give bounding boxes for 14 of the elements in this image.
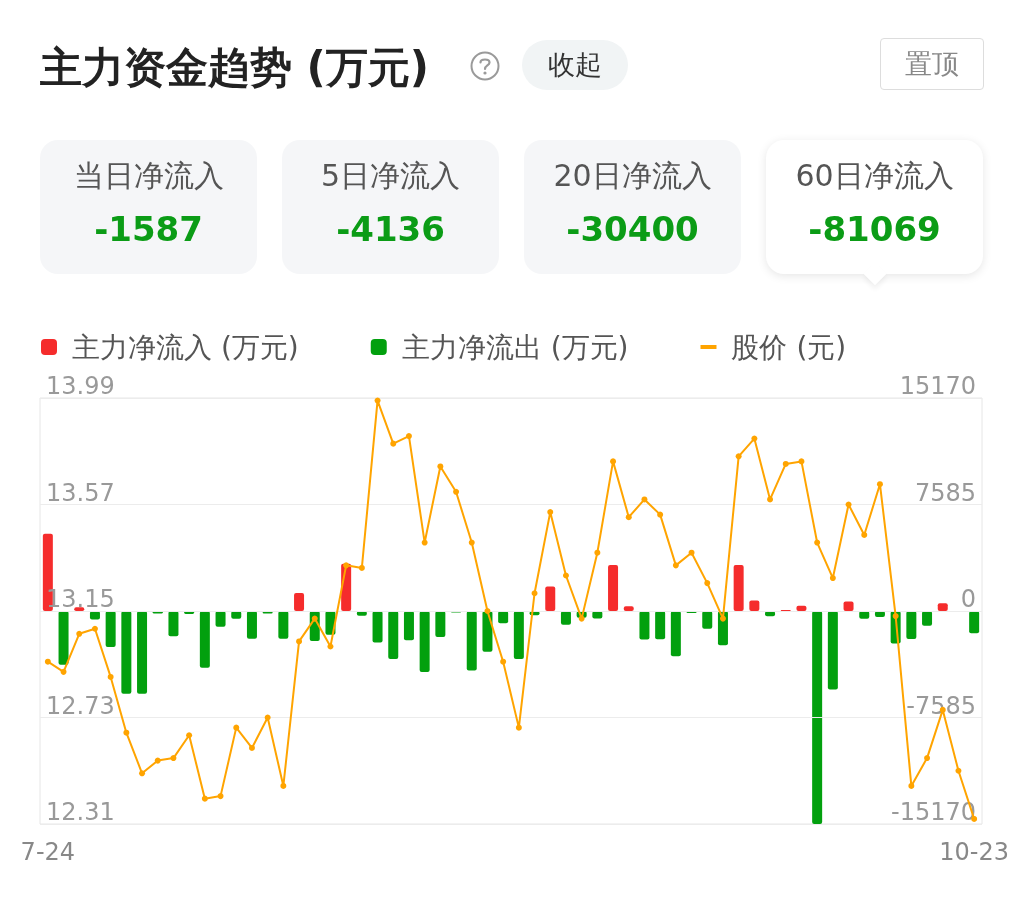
y-tick-label: 12.73 xyxy=(46,691,115,720)
x-tick-label: 7-24 xyxy=(20,838,76,866)
y-tick-label: 12.31 xyxy=(46,798,115,826)
chart-title: 主力资金趋势 (万元) xyxy=(40,42,430,94)
y2-tick-label: 0 xyxy=(960,585,976,613)
y2-tick-label: 15170 xyxy=(899,372,976,400)
legend-label: 主力净流入 (万元) xyxy=(72,330,299,364)
y-tick-label: 13.99 xyxy=(46,372,115,400)
x-tick-label: 10-23 xyxy=(939,838,1010,866)
y2-tick-label: 7585 xyxy=(914,478,976,507)
y-tick-label: 13.57 xyxy=(46,478,115,507)
legend-label: 股价 (元) xyxy=(731,330,847,364)
legend-label: 主力净流出 (万元) xyxy=(401,330,629,364)
y2-tick-label: -7585 xyxy=(906,691,976,720)
